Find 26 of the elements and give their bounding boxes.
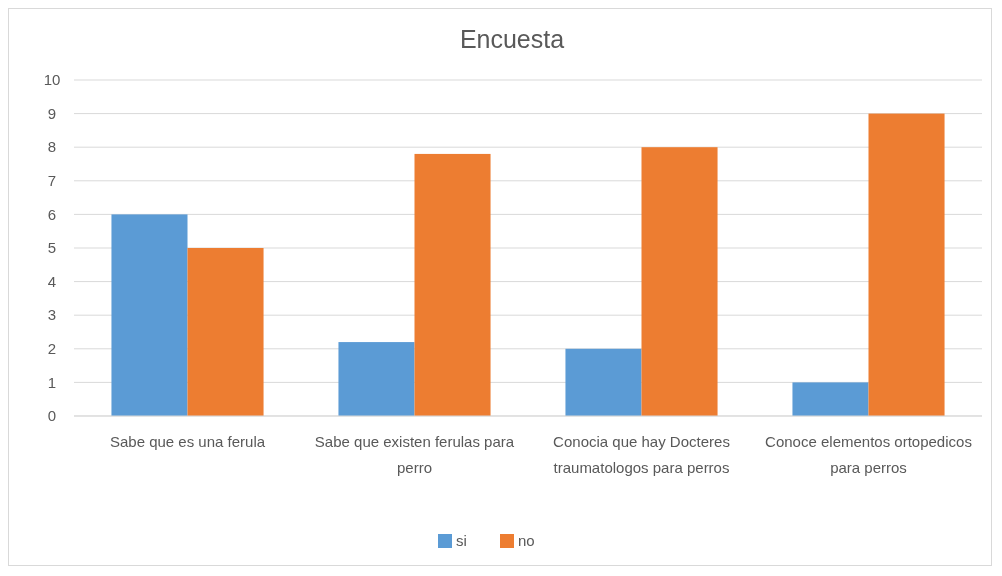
bar bbox=[111, 214, 188, 416]
x-tick-label: Conocia que hay Docteres traumatologos para perros bbox=[553, 433, 730, 476]
y-tick-label: 2 bbox=[47, 340, 57, 358]
x-tick-label: Sabe que existen ferulas para perro bbox=[314, 433, 515, 476]
y-tick-label: 6 bbox=[47, 205, 57, 223]
x-tick-label: Conoce elementos ortopedicos para perros bbox=[765, 433, 972, 476]
y-tick-label: 8 bbox=[47, 138, 57, 156]
bar bbox=[792, 382, 869, 416]
y-tick-label: 0 bbox=[47, 407, 57, 425]
bar bbox=[565, 348, 642, 416]
y-tick-label: 5 bbox=[47, 239, 57, 257]
chart-title: Encuesta bbox=[459, 25, 565, 53]
y-tick-label: 3 bbox=[47, 306, 57, 324]
legend-label: no bbox=[518, 532, 535, 550]
y-tick-label: 10 bbox=[43, 71, 61, 89]
y-tick-label: 9 bbox=[47, 104, 57, 122]
bar bbox=[338, 342, 415, 416]
bar bbox=[641, 147, 718, 416]
bar bbox=[414, 153, 491, 416]
legend-label: si bbox=[456, 532, 467, 550]
y-tick-label: 4 bbox=[47, 272, 57, 290]
bar bbox=[187, 248, 264, 416]
x-tick-label: Sabe que es una ferula bbox=[109, 433, 266, 450]
bar bbox=[868, 113, 945, 416]
y-tick-label: 7 bbox=[47, 172, 57, 190]
y-tick-label: 1 bbox=[47, 373, 57, 391]
